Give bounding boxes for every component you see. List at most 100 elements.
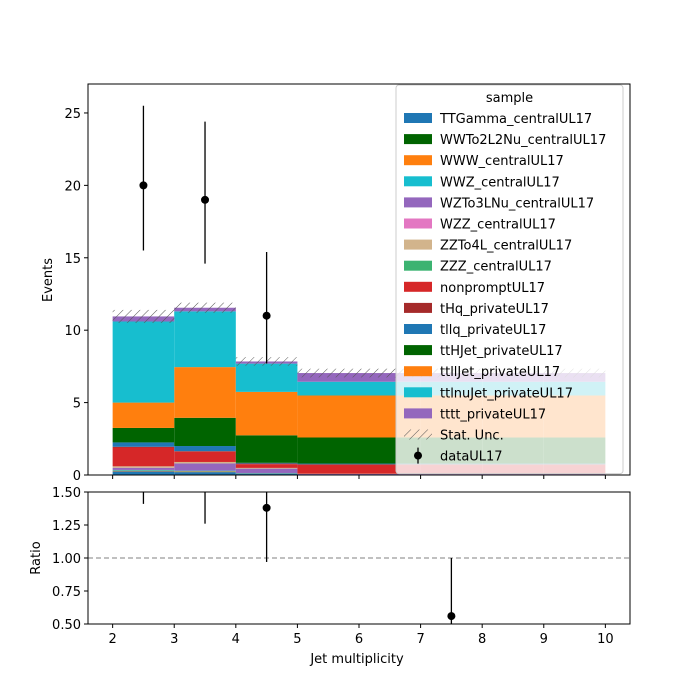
bar-segment-11-3 xyxy=(297,437,359,464)
xtick-label-7: 9 xyxy=(540,632,548,647)
legend-label-2: WWW_centralUL17 xyxy=(440,154,564,169)
legend-swatch-2 xyxy=(404,155,432,166)
legend-swatch-3 xyxy=(404,176,432,187)
bar-segment-11-0 xyxy=(112,427,175,443)
bar-segment-13-3 xyxy=(297,381,359,396)
xtick-label-2: 4 xyxy=(232,632,240,647)
bar-segment-4-6 xyxy=(482,473,544,475)
bar-segment-9-2 xyxy=(235,463,298,465)
ratio-point-1 xyxy=(201,477,209,485)
legend-swatch-data xyxy=(414,451,422,460)
legend-label-7: ZZZ_centralUL17 xyxy=(440,260,552,275)
legend-title: sample xyxy=(486,91,533,106)
legend-label-10: tllq_privateUL17 xyxy=(440,323,546,338)
xtick-label-5: 7 xyxy=(416,632,424,647)
ratio-y-axis-ticks: 0.50 0.75 1.00 1.25 1.50 xyxy=(52,486,88,633)
bar-segment-3-0 xyxy=(112,469,175,471)
xtick-label-8: 10 xyxy=(597,632,614,647)
bar-segment-9-1 xyxy=(174,451,236,452)
data-point-2 xyxy=(262,311,271,320)
bar-segment-4-3 xyxy=(297,473,359,475)
bar-segment-2-0 xyxy=(112,470,175,472)
bar-segment-9-4 xyxy=(359,464,421,466)
legend-label-9: tHq_privateUL17 xyxy=(440,302,549,317)
ratio-point-2 xyxy=(262,503,271,512)
ratio-ytick-label-1: 0.75 xyxy=(52,585,81,600)
bar-segment-11-1 xyxy=(174,417,236,447)
ratio-points xyxy=(142,477,456,624)
main-y-axis-ticks: 0 5 10 15 20 25 xyxy=(64,107,88,484)
legend-swatch-11 xyxy=(404,345,432,356)
bar-segment-8-4 xyxy=(359,465,421,474)
legend-swatch-9 xyxy=(404,302,432,313)
bar-segment-12-3 xyxy=(297,395,359,438)
bar-segment-6-0 xyxy=(112,466,175,468)
ratio-y-axis-label: Ratio xyxy=(29,541,44,574)
legend-label-14: tttt_privateUL17 xyxy=(440,407,546,422)
xtick-label-0: 2 xyxy=(108,632,116,647)
main-panel: 0 5 10 15 20 25 Events sample TTGamma_centralU… xyxy=(41,83,631,484)
bar-segment-10-2 xyxy=(235,462,298,464)
bar-segment-4-1 xyxy=(174,463,236,471)
bar-segment-6-1 xyxy=(174,461,236,464)
ratio-ytick-label-4: 1.50 xyxy=(52,486,81,501)
data-point-0 xyxy=(139,181,148,190)
main-ytick-label-3: 15 xyxy=(64,252,81,267)
legend-box xyxy=(395,84,624,475)
legend-label-data: dataUL17 xyxy=(440,450,503,465)
bar-segment-8-3 xyxy=(297,465,359,474)
x-axis-label: Jet multiplicity xyxy=(309,652,404,667)
main-ytick-label-0: 0 xyxy=(73,469,81,484)
legend-label-3: WWZ_centralUL17 xyxy=(440,175,560,190)
bar-segment-3-1 xyxy=(174,470,236,472)
bar-segment-4-7 xyxy=(543,473,606,475)
legend-swatch-stat-unc xyxy=(404,429,432,440)
legend-label-0: TTGamma_centralUL17 xyxy=(439,112,592,127)
bar-segment-8-1 xyxy=(174,451,236,462)
legend: sample TTGamma_centralUL17 WWTo2L2Nu_centr… xyxy=(395,84,624,475)
bar-segment-8-2 xyxy=(235,464,298,468)
xtick-label-4: 6 xyxy=(355,632,363,647)
main-ytick-label-1: 5 xyxy=(73,397,81,412)
bar-segment-9-3 xyxy=(297,464,359,466)
bar-segment-4-5 xyxy=(420,473,483,475)
bar-segment-12-0 xyxy=(112,402,175,428)
legend-swatch-0 xyxy=(404,113,432,123)
stat-unc-4 xyxy=(359,368,421,378)
data-point-1 xyxy=(201,195,210,204)
bar-segment-0-0 xyxy=(112,471,175,475)
bar-segment-8-0 xyxy=(112,447,175,467)
main-ytick-label-4: 20 xyxy=(64,179,81,194)
legend-swatch-12 xyxy=(404,366,432,377)
legend-swatch-6 xyxy=(404,239,432,250)
legend-label-12: ttllJet_privateUL17 xyxy=(440,365,560,380)
stat-unc-0 xyxy=(112,309,175,323)
legend-swatch-10 xyxy=(404,324,432,334)
bar-segment-6-2 xyxy=(235,467,298,469)
legend-label-4: WZTo3LNu_centralUL17 xyxy=(440,196,594,211)
main-x-axis-ticks xyxy=(112,475,606,479)
ratio-panel: 0.50 0.75 1.00 1.25 1.50 2 3 4 5 6 7 8 9 10 Ratio Je… xyxy=(29,477,631,667)
bar-segment-10-1 xyxy=(174,446,236,452)
legend-label-stat-unc: Stat. Unc. xyxy=(440,429,504,444)
bar-segment-9-0 xyxy=(112,446,175,448)
bar-segment-13-0 xyxy=(112,321,175,403)
legend-label-5: WZZ_centralUL17 xyxy=(440,218,556,233)
bar-segment-2-1 xyxy=(174,471,236,473)
stat-unc-1 xyxy=(174,302,236,313)
bar-segment-13-2 xyxy=(235,363,298,392)
ratio-point-3 xyxy=(447,612,456,621)
legend-swatch-14 xyxy=(404,408,432,419)
ratio-plot-frame xyxy=(87,491,631,625)
bar-segment-12-2 xyxy=(235,391,298,436)
xtick-label-3: 5 xyxy=(293,632,301,647)
bar-segment-4-2 xyxy=(235,468,298,473)
stat-unc-3 xyxy=(297,368,359,378)
legend-swatch-5 xyxy=(404,218,432,229)
ratio-x-axis-ticks: 2 3 4 5 6 7 8 9 10 xyxy=(108,624,614,647)
legend-swatch-13 xyxy=(404,387,432,398)
bar-segment-10-3 xyxy=(297,463,359,465)
ratio-ytick-label-3: 1.25 xyxy=(52,519,81,534)
data-points xyxy=(139,105,271,364)
